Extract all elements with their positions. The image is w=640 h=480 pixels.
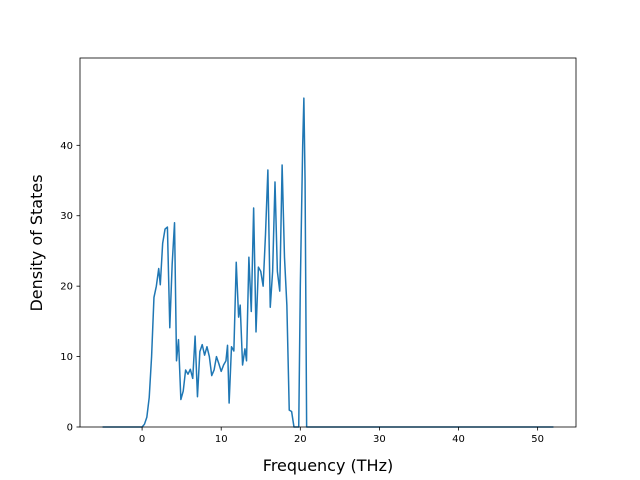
- axes-frame: [79, 57, 577, 428]
- series-line-0: [102, 97, 554, 428]
- y-tick-label: 40: [60, 141, 73, 152]
- x-tick-label: 0: [139, 434, 145, 445]
- x-tick-label: 20: [294, 434, 307, 445]
- y-axis-label: Density of States: [27, 174, 46, 311]
- y-tick-label: 0: [67, 423, 73, 434]
- plot-area: 0 10 20 30 40 50 0 10 20 30 40: [60, 57, 577, 445]
- x-tick-label: 50: [531, 434, 544, 445]
- x-tick-label: 10: [215, 434, 228, 445]
- x-tick-label: 40: [452, 434, 465, 445]
- y-tick-label: 10: [60, 352, 73, 363]
- x-axis-label: Frequency (THz): [263, 456, 393, 475]
- y-tick-label: 20: [60, 282, 73, 293]
- x-tick-label: 30: [373, 434, 386, 445]
- y-tick-label: 30: [60, 211, 73, 222]
